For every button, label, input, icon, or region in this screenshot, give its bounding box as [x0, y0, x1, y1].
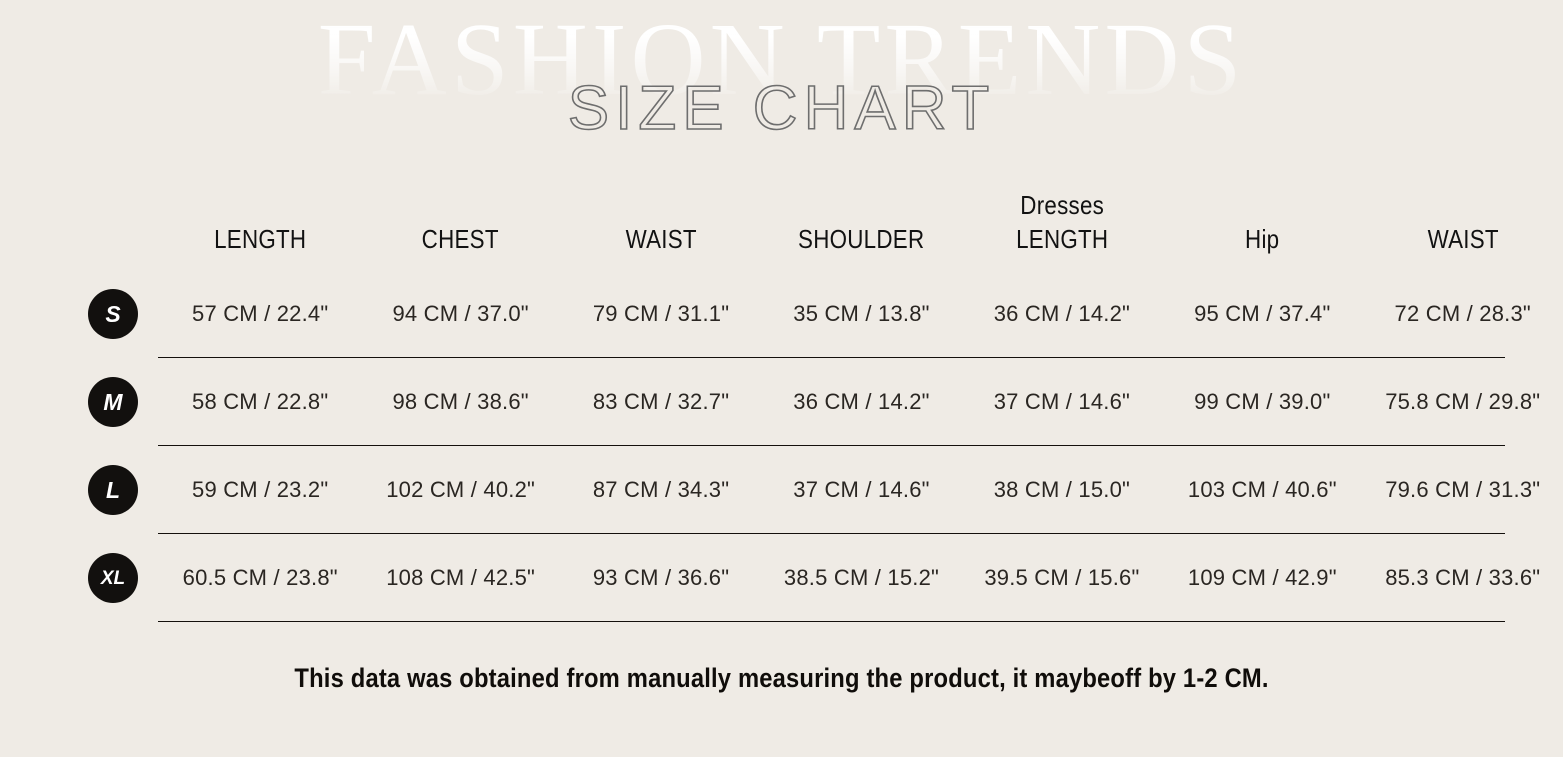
column-header-shoulder: SHOULDER	[798, 223, 925, 254]
watermark-fashion-trends: FASHION TRENDS	[0, 8, 1563, 112]
column-header-chest: CHEST	[422, 223, 500, 254]
cell-waist: 83 CM / 32.7"	[592, 389, 730, 414]
cell-length: 60.5 CM / 23.8"	[182, 565, 338, 590]
table-header-row: LENGTH CHEST WAIST SHOULDER Dresses LENG…	[0, 175, 1563, 270]
table-row: S 57 CM / 22.4" 94 CM / 37.0" 79 CM / 31…	[0, 270, 1563, 358]
size-badge-cell: M	[88, 377, 160, 427]
cell-dresses-length: 37 CM / 14.6"	[993, 389, 1131, 414]
cell-chest: 94 CM / 37.0"	[392, 301, 529, 326]
cell-shoulder: 35 CM / 13.8"	[793, 301, 930, 326]
footer: This data was obtained from manually mea…	[0, 663, 1563, 694]
cell-shoulder: 37 CM / 14.6"	[793, 477, 930, 502]
size-badge-l: L	[88, 465, 138, 515]
column-header-waist: WAIST	[625, 223, 697, 254]
size-badge-m: M	[88, 377, 138, 427]
cell-hip: 99 CM / 39.0"	[1194, 389, 1331, 414]
size-badge-cell: S	[88, 289, 160, 339]
row-separator	[158, 356, 1505, 358]
cell-hip: 95 CM / 37.4"	[1194, 301, 1331, 326]
cell-hip: 103 CM / 40.6"	[1187, 477, 1337, 502]
cell-dresses-length: 38 CM / 15.0"	[993, 477, 1131, 502]
cell-waist: 87 CM / 34.3"	[592, 477, 730, 502]
table-row: XL 60.5 CM / 23.8" 108 CM / 42.5" 93 CM …	[0, 534, 1563, 622]
cell-dresses-length: 39.5 CM / 15.6"	[984, 565, 1140, 590]
row-separator	[158, 532, 1505, 534]
cell-hip: 109 CM / 42.9"	[1187, 565, 1337, 590]
cell-waist-2: 75.8 CM / 29.8"	[1385, 389, 1541, 414]
column-header-waist-2: WAIST	[1427, 223, 1499, 254]
cell-shoulder: 36 CM / 14.2"	[793, 389, 930, 414]
measurement-disclaimer: This data was obtained from manually mea…	[294, 663, 1269, 693]
size-badge-xl: XL	[88, 553, 138, 603]
column-header-hip: Hip	[1245, 223, 1280, 254]
cell-waist-2: 79.6 CM / 31.3"	[1385, 477, 1541, 502]
column-header-length: LENGTH	[214, 223, 307, 254]
cell-waist-2: 85.3 CM / 33.6"	[1385, 565, 1541, 590]
page-title-size-chart: SIZE CHART	[567, 74, 996, 143]
cell-shoulder: 38.5 CM / 15.2"	[783, 565, 940, 590]
size-badge-cell: L	[88, 465, 160, 515]
row-separator	[158, 620, 1505, 622]
cell-length: 57 CM / 22.4"	[192, 301, 329, 326]
table-row: L 59 CM / 23.2" 102 CM / 40.2" 87 CM / 3…	[0, 446, 1563, 534]
cell-waist: 79 CM / 31.1"	[592, 301, 730, 326]
cell-chest: 102 CM / 40.2"	[386, 477, 536, 502]
table-body: S 57 CM / 22.4" 94 CM / 37.0" 79 CM / 31…	[0, 270, 1563, 622]
size-badge-s: S	[88, 289, 138, 339]
cell-length: 58 CM / 22.8"	[192, 389, 329, 414]
cell-chest: 98 CM / 38.6"	[392, 389, 529, 414]
cell-waist: 93 CM / 36.6"	[592, 565, 730, 590]
size-chart-table: LENGTH CHEST WAIST SHOULDER Dresses LENG…	[0, 175, 1563, 622]
cell-chest: 108 CM / 42.5"	[386, 565, 536, 590]
cell-length: 59 CM / 23.2"	[192, 477, 329, 502]
cell-dresses-length: 36 CM / 14.2"	[993, 301, 1131, 326]
title-area: FASHION TRENDS SIZE CHART	[0, 0, 1563, 175]
cell-waist-2: 72 CM / 28.3"	[1394, 301, 1531, 326]
table-row: M 58 CM / 22.8" 98 CM / 38.6" 83 CM / 32…	[0, 358, 1563, 446]
size-badge-cell: XL	[88, 553, 160, 603]
column-header-dresses-length: Dresses LENGTH	[1015, 190, 1109, 254]
row-separator	[158, 444, 1505, 446]
